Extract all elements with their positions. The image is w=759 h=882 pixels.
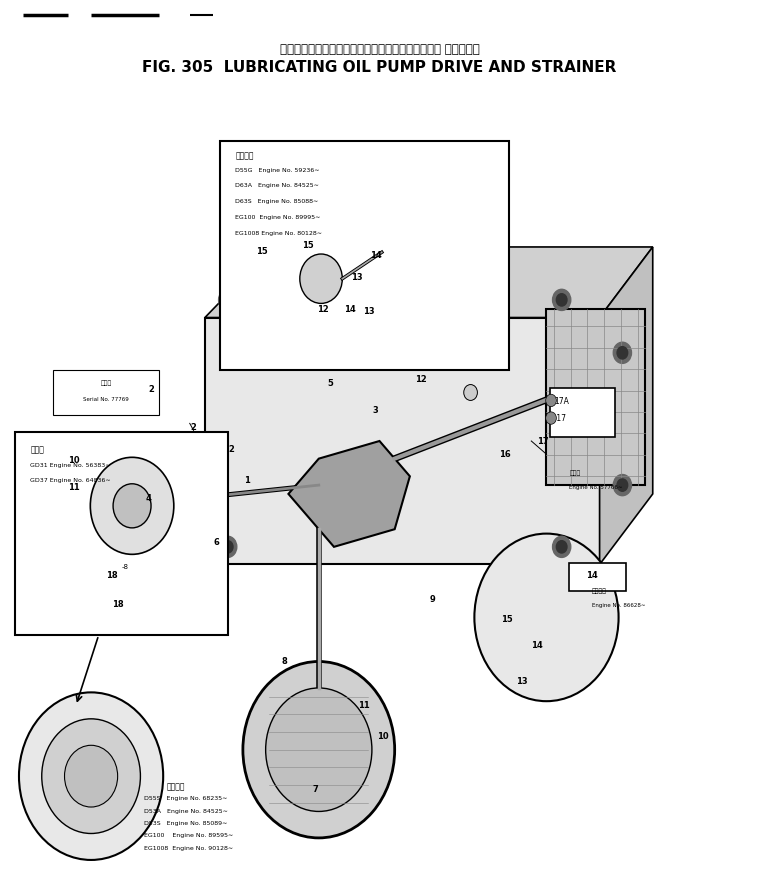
Text: 適用号数: 適用号数 — [235, 152, 254, 161]
Text: EG1008  Engine No. 90128∼: EG1008 Engine No. 90128∼ — [144, 846, 233, 851]
Circle shape — [219, 536, 237, 557]
Text: 8: 8 — [282, 657, 288, 666]
Polygon shape — [288, 441, 410, 547]
Text: 6: 6 — [213, 538, 219, 547]
Text: EG1008 Engine No. 80128∼: EG1008 Engine No. 80128∼ — [235, 231, 323, 236]
Text: 15: 15 — [501, 615, 512, 624]
Circle shape — [219, 289, 237, 310]
Circle shape — [222, 541, 233, 553]
Circle shape — [19, 692, 163, 860]
Text: 2: 2 — [191, 423, 197, 432]
Circle shape — [65, 745, 118, 807]
Circle shape — [556, 294, 567, 306]
Circle shape — [546, 394, 556, 407]
Circle shape — [450, 258, 461, 271]
Circle shape — [617, 479, 628, 491]
Text: 17: 17 — [554, 415, 566, 423]
Circle shape — [42, 719, 140, 833]
Text: D63A   Engine No. 84525∼: D63A Engine No. 84525∼ — [235, 183, 320, 189]
Text: 17: 17 — [537, 437, 549, 445]
Text: 1: 1 — [244, 476, 250, 485]
Text: FIG. 305  LUBRICATING OIL PUMP DRIVE AND STRAINER: FIG. 305 LUBRICATING OIL PUMP DRIVE AND … — [143, 59, 616, 75]
FancyBboxPatch shape — [220, 141, 509, 370]
FancyBboxPatch shape — [53, 370, 159, 415]
Text: 15: 15 — [256, 247, 268, 256]
Text: D63S   Engine No. 85088∼: D63S Engine No. 85088∼ — [235, 199, 319, 205]
Text: 4: 4 — [145, 494, 151, 503]
Circle shape — [553, 289, 571, 310]
Text: 14: 14 — [586, 572, 598, 580]
Circle shape — [464, 385, 477, 400]
Circle shape — [329, 258, 339, 271]
Text: Engine No. 57766∼: Engine No. 57766∼ — [569, 485, 622, 490]
Circle shape — [556, 541, 567, 553]
Text: GD37 Engine No. 64836∼: GD37 Engine No. 64836∼ — [30, 478, 111, 483]
Circle shape — [266, 688, 372, 811]
Text: 14: 14 — [370, 251, 382, 260]
Text: 13: 13 — [363, 307, 374, 316]
Circle shape — [546, 412, 556, 424]
Text: GD31 Engine No. 56383∼: GD31 Engine No. 56383∼ — [30, 463, 111, 468]
Text: 2: 2 — [148, 385, 154, 394]
Text: 7: 7 — [312, 785, 318, 794]
Text: EG100  Engine No. 89995∼: EG100 Engine No. 89995∼ — [235, 215, 320, 220]
Text: 11: 11 — [68, 482, 80, 491]
Circle shape — [325, 254, 343, 275]
Text: 適用号: 適用号 — [30, 445, 44, 454]
Text: 18: 18 — [106, 571, 118, 579]
Circle shape — [243, 662, 395, 838]
FancyBboxPatch shape — [569, 563, 626, 591]
Text: 適用号: 適用号 — [101, 381, 112, 386]
Text: EG100    Engine No. 89595∼: EG100 Engine No. 89595∼ — [144, 833, 234, 839]
Text: 12: 12 — [415, 375, 427, 384]
Circle shape — [90, 457, 174, 554]
Text: D53A   Engine No. 84525∼: D53A Engine No. 84525∼ — [144, 809, 228, 814]
Text: 9: 9 — [430, 595, 436, 604]
Text: Serial No. 77769: Serial No. 77769 — [83, 397, 129, 402]
Text: 14: 14 — [531, 641, 543, 650]
Circle shape — [446, 254, 465, 275]
Circle shape — [613, 342, 631, 363]
FancyBboxPatch shape — [15, 432, 228, 635]
Text: 適用号: 適用号 — [569, 471, 581, 476]
Text: D55S   Engine No. 68235∼: D55S Engine No. 68235∼ — [144, 796, 228, 802]
Text: 15: 15 — [302, 241, 313, 250]
Text: 17A: 17A — [554, 397, 569, 406]
Circle shape — [113, 483, 151, 527]
Text: -8: -8 — [121, 564, 128, 570]
Polygon shape — [205, 247, 653, 318]
Text: Engine No. 86628∼: Engine No. 86628∼ — [592, 603, 645, 609]
Text: 適用号数: 適用号数 — [167, 782, 185, 791]
Text: D55G   Engine No. 59236∼: D55G Engine No. 59236∼ — [235, 168, 320, 173]
Polygon shape — [600, 247, 653, 564]
Text: 18: 18 — [112, 600, 124, 609]
Text: 13: 13 — [516, 676, 528, 685]
Text: 14: 14 — [344, 305, 355, 314]
Text: 5: 5 — [327, 379, 333, 388]
Text: 2: 2 — [228, 445, 235, 454]
Circle shape — [613, 475, 631, 496]
Circle shape — [553, 536, 571, 557]
Text: 16: 16 — [499, 450, 511, 459]
Text: 適用号号: 適用号号 — [592, 588, 607, 594]
Circle shape — [141, 398, 155, 414]
Circle shape — [300, 254, 342, 303]
Text: 11: 11 — [358, 701, 370, 710]
Text: D53S   Engine No. 85089∼: D53S Engine No. 85089∼ — [144, 821, 228, 826]
Text: 3: 3 — [373, 406, 379, 415]
Text: 10: 10 — [377, 732, 389, 741]
FancyBboxPatch shape — [546, 309, 645, 485]
FancyBboxPatch shape — [550, 388, 615, 437]
Text: 13: 13 — [351, 273, 363, 282]
Text: 10: 10 — [68, 456, 80, 465]
Circle shape — [617, 347, 628, 359]
Circle shape — [222, 294, 233, 306]
Text: ルーブリケーティングオイルポンプドライブおよび ストレーナ: ルーブリケーティングオイルポンプドライブおよび ストレーナ — [279, 43, 480, 56]
FancyBboxPatch shape — [205, 318, 600, 564]
Circle shape — [474, 534, 619, 701]
Text: 12: 12 — [317, 305, 329, 314]
